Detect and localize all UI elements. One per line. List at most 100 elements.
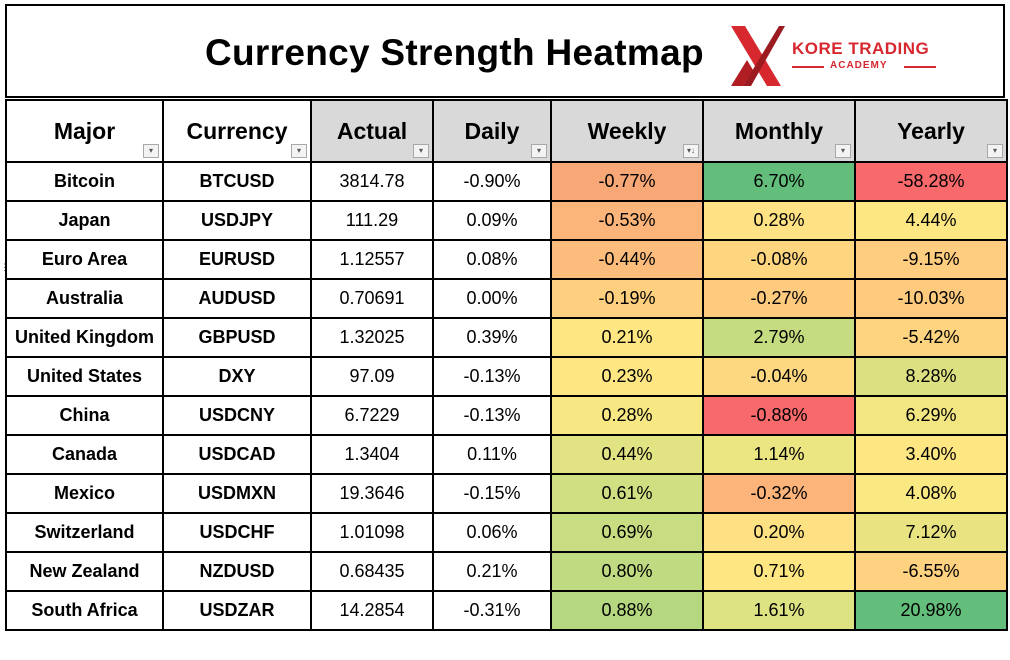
cell-currency[interactable]: GBPUSD: [162, 317, 312, 358]
cell-currency[interactable]: USDCNY: [162, 395, 312, 436]
cell-daily[interactable]: -0.31%: [432, 590, 552, 631]
cell-actual[interactable]: 6.7229: [310, 395, 434, 436]
cell-major[interactable]: China: [5, 395, 164, 436]
cell-currency[interactable]: USDJPY: [162, 200, 312, 241]
filter-dropdown-icon[interactable]: ▾: [531, 144, 547, 158]
cell-daily[interactable]: -0.15%: [432, 473, 552, 514]
cell-actual[interactable]: 111.29: [310, 200, 434, 241]
column-header-weekly[interactable]: Weekly ▾↓: [550, 99, 704, 163]
cell-actual[interactable]: 0.68435: [310, 551, 434, 592]
cell-actual[interactable]: 3814.78: [310, 161, 434, 202]
cell-yearly[interactable]: 8.28%: [854, 356, 1008, 397]
column-header-currency[interactable]: Currency ▾: [162, 99, 312, 163]
cell-monthly[interactable]: 2.79%: [702, 317, 856, 358]
cell-major[interactable]: Japan: [5, 200, 164, 241]
cell-major[interactable]: Australia: [5, 278, 164, 319]
cell-weekly[interactable]: 0.21%: [550, 317, 704, 358]
table-row: Bitcoin BTCUSD 3814.78 -0.90% -0.77% 6.70% -58…: [5, 161, 1008, 202]
cell-monthly[interactable]: -0.08%: [702, 239, 856, 280]
cell-monthly[interactable]: 0.20%: [702, 512, 856, 553]
cell-actual[interactable]: 1.32025: [310, 317, 434, 358]
cell-weekly[interactable]: -0.77%: [550, 161, 704, 202]
cell-daily[interactable]: -0.90%: [432, 161, 552, 202]
cell-major[interactable]: Canada: [5, 434, 164, 475]
cell-currency[interactable]: USDCAD: [162, 434, 312, 475]
cell-monthly[interactable]: -0.32%: [702, 473, 856, 514]
cell-monthly[interactable]: 1.61%: [702, 590, 856, 631]
cell-yearly[interactable]: 7.12%: [854, 512, 1008, 553]
cell-yearly[interactable]: 4.44%: [854, 200, 1008, 241]
cell-actual[interactable]: 14.2854: [310, 590, 434, 631]
cell-yearly[interactable]: 20.98%: [854, 590, 1008, 631]
cell-weekly[interactable]: -0.44%: [550, 239, 704, 280]
cell-daily[interactable]: 0.08%: [432, 239, 552, 280]
cell-currency[interactable]: BTCUSD: [162, 161, 312, 202]
cell-yearly[interactable]: 6.29%: [854, 395, 1008, 436]
cell-major[interactable]: New Zealand: [5, 551, 164, 592]
column-header-daily[interactable]: Daily ▾: [432, 99, 552, 163]
cell-daily[interactable]: 0.39%: [432, 317, 552, 358]
filter-sort-descending-icon[interactable]: ▾↓: [683, 144, 699, 158]
cell-weekly[interactable]: 0.23%: [550, 356, 704, 397]
column-header-monthly[interactable]: Monthly ▾: [702, 99, 856, 163]
cell-weekly[interactable]: -0.53%: [550, 200, 704, 241]
cell-currency[interactable]: AUDUSD: [162, 278, 312, 319]
cell-daily[interactable]: 0.11%: [432, 434, 552, 475]
cell-yearly[interactable]: -5.42%: [854, 317, 1008, 358]
cell-major[interactable]: United States: [5, 356, 164, 397]
cell-weekly[interactable]: 0.69%: [550, 512, 704, 553]
cell-major[interactable]: United Kingdom: [5, 317, 164, 358]
cell-monthly[interactable]: -0.04%: [702, 356, 856, 397]
cell-currency[interactable]: EURUSD: [162, 239, 312, 280]
cell-actual[interactable]: 0.70691: [310, 278, 434, 319]
cell-major[interactable]: Mexico: [5, 473, 164, 514]
cell-weekly[interactable]: 0.44%: [550, 434, 704, 475]
column-header-yearly[interactable]: Yearly ▾: [854, 99, 1008, 163]
cell-yearly[interactable]: -58.28%: [854, 161, 1008, 202]
cell-weekly[interactable]: 0.61%: [550, 473, 704, 514]
cell-monthly[interactable]: 1.14%: [702, 434, 856, 475]
cell-monthly[interactable]: 6.70%: [702, 161, 856, 202]
cell-currency[interactable]: USDCHF: [162, 512, 312, 553]
cell-yearly[interactable]: -6.55%: [854, 551, 1008, 592]
filter-dropdown-icon[interactable]: ▾: [143, 144, 159, 158]
cell-actual[interactable]: 1.01098: [310, 512, 434, 553]
cell-monthly[interactable]: 0.71%: [702, 551, 856, 592]
cell-yearly[interactable]: -10.03%: [854, 278, 1008, 319]
cell-currency[interactable]: USDZAR: [162, 590, 312, 631]
filter-dropdown-icon[interactable]: ▾: [291, 144, 307, 158]
cell-daily[interactable]: 0.21%: [432, 551, 552, 592]
cell-currency[interactable]: USDMXN: [162, 473, 312, 514]
cell-daily[interactable]: -0.13%: [432, 356, 552, 397]
logo-subtitle-text: ACADEMY: [830, 60, 888, 71]
cell-currency[interactable]: DXY: [162, 356, 312, 397]
column-header-major[interactable]: Major ▾: [5, 99, 164, 163]
cell-daily[interactable]: 0.09%: [432, 200, 552, 241]
cell-weekly[interactable]: 0.28%: [550, 395, 704, 436]
cell-actual[interactable]: 1.12557: [310, 239, 434, 280]
cell-actual[interactable]: 97.09: [310, 356, 434, 397]
cell-daily[interactable]: -0.13%: [432, 395, 552, 436]
cell-actual[interactable]: 19.3646: [310, 473, 434, 514]
cell-yearly[interactable]: -9.15%: [854, 239, 1008, 280]
cell-major[interactable]: Bitcoin: [5, 161, 164, 202]
cell-currency[interactable]: NZDUSD: [162, 551, 312, 592]
cell-yearly[interactable]: 4.08%: [854, 473, 1008, 514]
cell-monthly[interactable]: -0.27%: [702, 278, 856, 319]
cell-monthly[interactable]: 0.28%: [702, 200, 856, 241]
cell-major[interactable]: South Africa: [5, 590, 164, 631]
cell-actual[interactable]: 1.3404: [310, 434, 434, 475]
cell-weekly[interactable]: -0.19%: [550, 278, 704, 319]
cell-daily[interactable]: 0.06%: [432, 512, 552, 553]
filter-dropdown-icon[interactable]: ▾: [413, 144, 429, 158]
cell-monthly[interactable]: -0.88%: [702, 395, 856, 436]
cell-yearly[interactable]: 3.40%: [854, 434, 1008, 475]
cell-major[interactable]: Euro Area: [5, 239, 164, 280]
cell-weekly[interactable]: 0.80%: [550, 551, 704, 592]
cell-weekly[interactable]: 0.88%: [550, 590, 704, 631]
filter-dropdown-icon[interactable]: ▾: [987, 144, 1003, 158]
column-header-actual[interactable]: Actual ▾: [310, 99, 434, 163]
cell-daily[interactable]: 0.00%: [432, 278, 552, 319]
filter-dropdown-icon[interactable]: ▾: [835, 144, 851, 158]
cell-major[interactable]: Switzerland: [5, 512, 164, 553]
